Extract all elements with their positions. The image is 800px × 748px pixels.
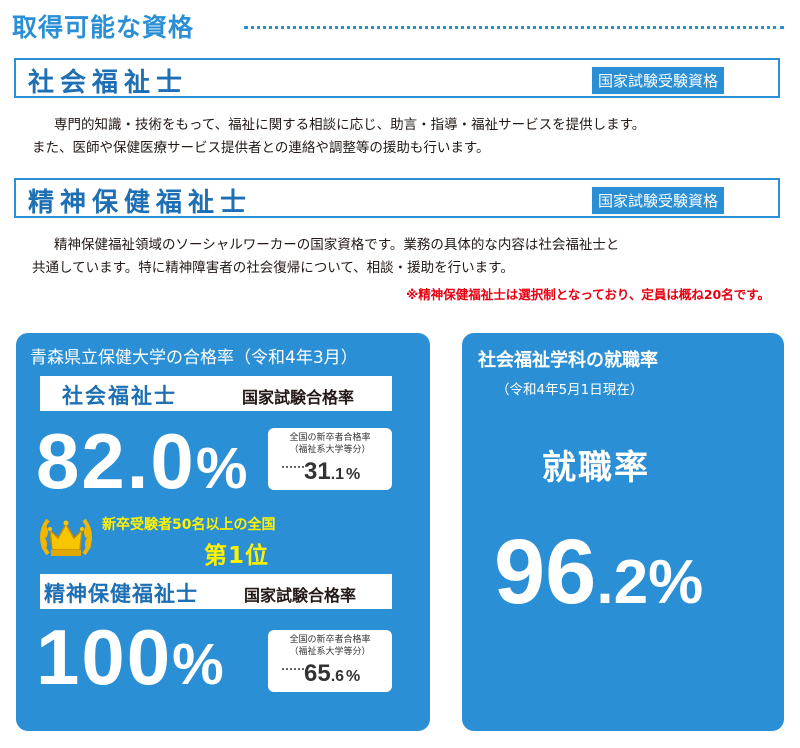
national-rate-sublabel: （福祉系大学等分） — [289, 647, 371, 657]
pass-rate-number: 82.0 — [36, 417, 196, 505]
description-line: 精神保健福祉領域のソーシャルワーカーの国家資格です。業務の具体的な内容は社会福祉… — [54, 237, 620, 253]
national-rate-label: 全国の新卒者合格率 — [289, 433, 371, 443]
exam-label: 国家試験合格率 — [244, 586, 357, 605]
employment-panel — [462, 333, 784, 731]
national-rate-value: 65.6% — [304, 660, 360, 688]
percent-sign: % — [346, 668, 361, 685]
percent-sign: % — [648, 548, 704, 617]
dotted-leader — [282, 668, 304, 670]
pass-rate-title: 青森県立保健大学の合格率（令和4年3月） — [30, 348, 358, 368]
qualification-name: 精神保健福祉士 — [28, 188, 253, 218]
exam-name: 社会福祉士 — [62, 384, 177, 408]
national-rate-sublabel: （福祉系大学等分） — [289, 445, 371, 455]
national-rate-value: 31.1% — [304, 458, 360, 486]
national-rate-box: 全国の新卒者合格率 （福祉系大学等分） 31.1% — [268, 428, 392, 490]
pass-rate-number: 100 — [36, 613, 173, 701]
national-rate-dec: .1 — [330, 466, 345, 483]
qualification-box-social-worker — [14, 58, 780, 98]
section-title: 取得可能な資格 — [12, 13, 195, 42]
dotted-divider — [244, 26, 784, 29]
achievement-caption: 新卒受験者50名以上の全国 — [102, 517, 276, 533]
national-rate-dec: .6 — [330, 668, 345, 685]
pass-rate-value: 100% — [36, 612, 224, 703]
qualification-name: 社会福祉士 — [28, 68, 189, 98]
national-rate-label: 全国の新卒者合格率 — [289, 635, 371, 645]
pass-rate-value: 82.0% — [36, 416, 247, 507]
description-line: 専門的知識・技術をもって、福祉に関する相談に応じ、助言・指導・福祉サービスを提供… — [54, 117, 646, 133]
qualification-box-psychiatric-social-worker — [14, 178, 780, 218]
exam-bar — [40, 376, 392, 411]
percent-sign: % — [346, 466, 361, 483]
employment-date: （令和4年5月1日現在） — [496, 382, 644, 398]
national-rate-box: 全国の新卒者合格率 （福祉系大学等分） 65.6% — [268, 630, 392, 692]
employment-title: 社会福祉学科の就職率 — [478, 350, 658, 371]
description-line: また、医師や保健医療サービス提供者との連絡や調整等の援助も行います。 — [32, 140, 490, 156]
national-rate-int: 65 — [304, 660, 331, 687]
exam-label: 国家試験合格率 — [242, 388, 355, 407]
employment-rate: 96.2% — [494, 520, 703, 625]
enrollment-note: ※精神保健福祉士は選択制となっており、定員は概ね20名です。 — [406, 287, 770, 302]
qualification-description: 専門的知識・技術をもって、福祉に関する相談に応じ、助言・指導・福祉サービスを提供… — [32, 114, 772, 160]
employment-rate-dec: .2 — [596, 548, 649, 617]
description-line: 共通しています。特に精神障害者の社会復帰について、相談・援助を行います。 — [32, 260, 514, 276]
dotted-leader — [282, 466, 304, 468]
crown-icon — [40, 518, 92, 556]
exam-eligibility-badge: 国家試験受験資格 — [592, 67, 725, 94]
exam-name: 精神保健福祉士 — [44, 582, 198, 606]
national-rate-int: 31 — [304, 458, 331, 485]
employment-label: 就職率 — [542, 448, 650, 488]
percent-sign: % — [195, 436, 248, 501]
qualification-description: 精神保健福祉領域のソーシャルワーカーの国家資格です。業務の具体的な内容は社会福祉… — [32, 234, 772, 280]
percent-sign: % — [172, 632, 224, 697]
exam-bar — [40, 574, 392, 609]
exam-eligibility-badge: 国家試験受験資格 — [592, 187, 725, 214]
achievement-rank: 第1位 — [204, 543, 270, 569]
employment-rate-int: 96 — [494, 521, 597, 623]
